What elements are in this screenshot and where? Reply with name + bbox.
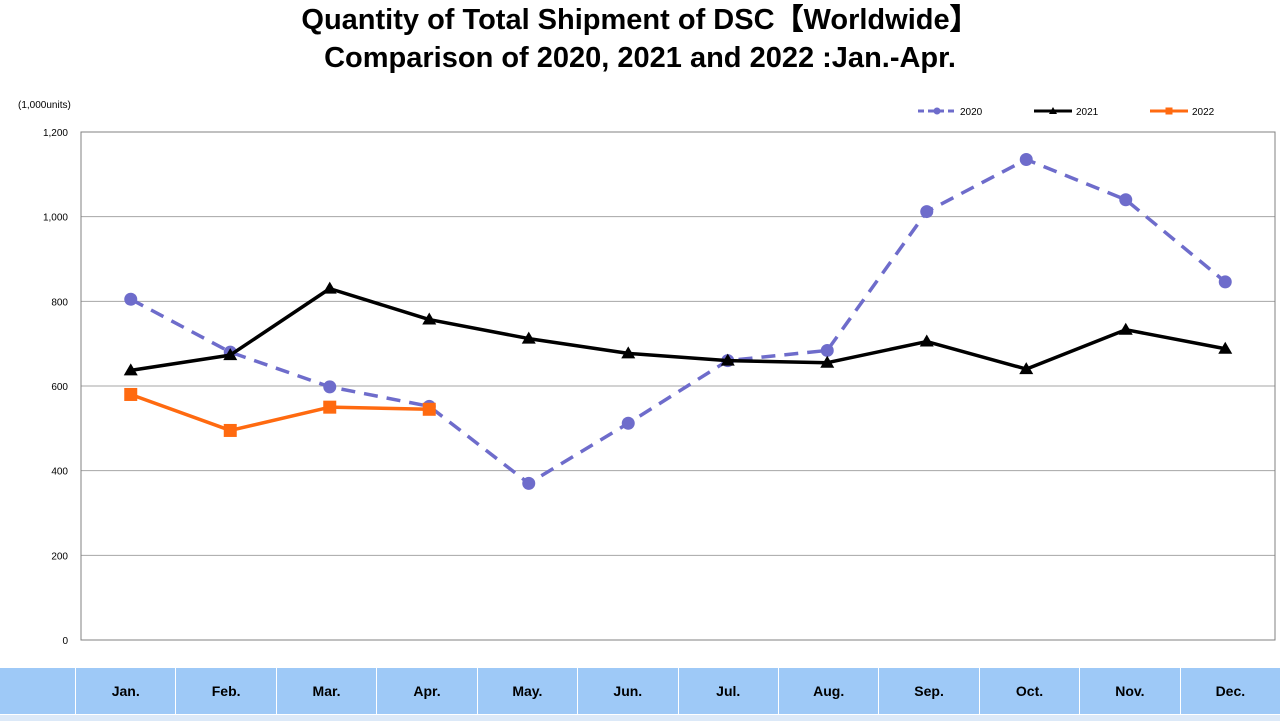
data-point-2020 [920, 205, 934, 219]
legend-marker-2021 [1049, 107, 1057, 114]
chart-title-line2: Comparison of 2020, 2021 and 2022 :Jan.-… [324, 42, 956, 74]
legend-label-2020: 2020 [960, 107, 983, 118]
data-point-2022 [422, 402, 436, 416]
y-tick-label: 1,000 [43, 213, 68, 224]
data-point-2021 [1019, 362, 1034, 375]
y-tick-label: 400 [51, 467, 68, 478]
month-label: Nov. [1080, 668, 1181, 714]
month-label: Jan. [76, 668, 177, 714]
month-label: Dec. [1215, 683, 1246, 699]
data-point-2021 [223, 348, 238, 361]
data-point-2020 [621, 416, 635, 430]
legend-marker-2022 [1165, 107, 1173, 115]
data-point-2022 [124, 387, 138, 401]
legend-label-2022: 2022 [1192, 107, 1215, 118]
line-chart: 0 200 400 600 800 1,000 1,200 2020 2021 2022 [43, 107, 1276, 647]
y-axis-unit-label: (1,000units) [18, 100, 71, 111]
data-point-2021 [720, 353, 735, 366]
data-point-2021 [1118, 322, 1133, 335]
month-row-header-cell [0, 668, 76, 714]
y-tick-label: 200 [51, 551, 68, 562]
data-point-2021 [1218, 341, 1233, 354]
plot-frame [80, 131, 1276, 641]
data-point-2020 [522, 476, 536, 490]
data-point-2020 [1119, 193, 1133, 207]
series-line-2020 [129, 157, 1227, 486]
month-header-row: Jan. Feb. Mar. Apr. May. Jun. Jul. Aug. Sep. Oct.… [0, 668, 1280, 714]
data-point-2021 [919, 334, 934, 347]
month-label: Mar. [277, 668, 378, 714]
data-point-2020 [124, 292, 138, 306]
month-label: Aug. [779, 668, 880, 714]
month-table: Jan. Feb. Mar. Apr. May. Jun. Jul. Aug. Sep. Oct.… [0, 668, 1280, 721]
data-point-2020 [820, 343, 834, 357]
data-point-2021 [422, 312, 437, 325]
data-point-2021 [322, 281, 337, 294]
data-point-2020 [1019, 153, 1033, 167]
data-point-2020 [323, 380, 337, 394]
legend-marker-2020 [933, 107, 941, 115]
month-data-row [0, 714, 1280, 721]
month-label: Sep. [879, 668, 980, 714]
data-point-2021 [521, 331, 536, 344]
month-label: May. [478, 668, 579, 714]
month-label: Oct. [980, 668, 1081, 714]
data-point-2022 [323, 400, 337, 414]
data-point-2021 [820, 355, 835, 368]
y-tick-label: 600 [51, 382, 68, 393]
data-point-2021 [123, 363, 138, 376]
data-point-2020 [1218, 275, 1232, 289]
legend-label-2021: 2021 [1076, 107, 1099, 118]
data-point-2021 [621, 346, 636, 359]
y-tick-label: 0 [62, 636, 68, 647]
y-tick-label: 1,200 [43, 128, 68, 139]
series-line-2022 [130, 392, 430, 433]
series-line-2021 [130, 286, 1226, 373]
chart-title-line1: Quantity of Total Shipment of DSC【Worldw… [301, 4, 979, 36]
month-label: Apr. [377, 668, 478, 714]
data-point-2022 [223, 423, 237, 437]
y-tick-label: 800 [51, 297, 68, 308]
month-label: Jun. [578, 668, 679, 714]
month-label: Feb. [176, 668, 277, 714]
month-label: Jul. [679, 668, 779, 714]
